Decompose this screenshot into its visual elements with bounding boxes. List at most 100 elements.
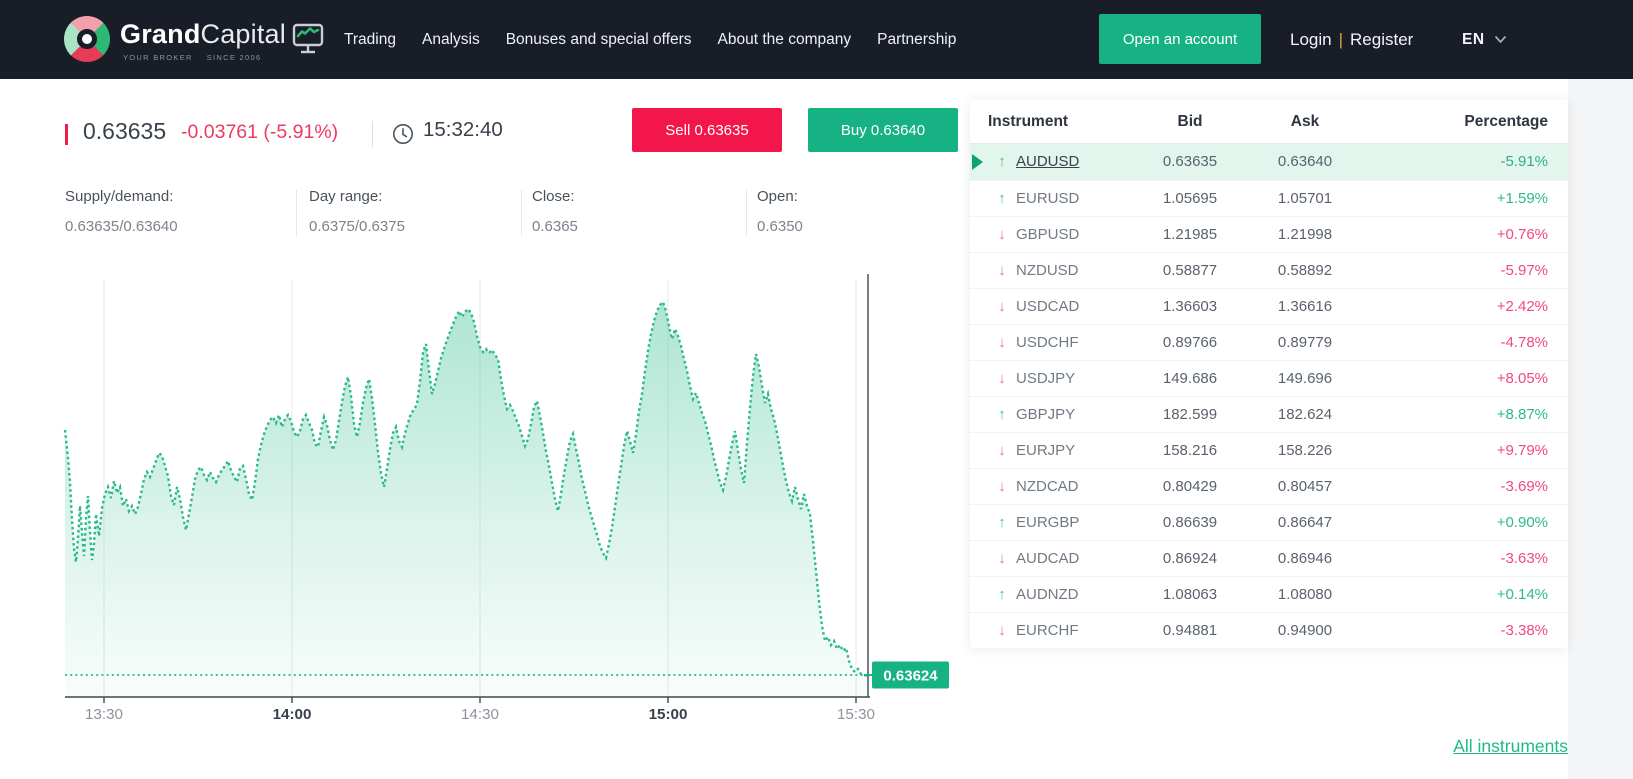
instrument-symbol[interactable]: AUDUSD: [1016, 153, 1080, 170]
nav-item-analysis[interactable]: Analysis: [421, 30, 480, 48]
price-chart[interactable]: 13:30 14:00 14:30 15:00 15:30 0.63624: [60, 268, 960, 733]
price-tag-value: 0.63624: [883, 668, 938, 685]
table-row-usdcad[interactable]: ↓ USDCAD 1.36603 1.36616 +2.42%: [970, 288, 1568, 324]
percentage-value: +0.14%: [1496, 586, 1548, 603]
stat-divider: [746, 190, 747, 236]
bid-value: 1.21985: [1162, 226, 1218, 243]
table-row-audusd[interactable]: ↑ AUDUSD 0.63635 0.63640 -5.91%: [970, 144, 1568, 180]
instrument-symbol[interactable]: EURJPY: [1016, 442, 1076, 459]
ask-value: 182.624: [1277, 406, 1333, 423]
instrument-symbol[interactable]: AUDCAD: [1016, 550, 1080, 567]
bid-value: 1.36603: [1162, 298, 1218, 315]
stat-divider: [296, 190, 297, 236]
table-row-usdjpy[interactable]: ↓ USDJPY 149.686 149.696 +8.05%: [970, 360, 1568, 396]
instrument-symbol[interactable]: USDJPY: [1016, 370, 1076, 387]
all-instruments-link[interactable]: All instruments: [1453, 736, 1568, 756]
instrument-symbol[interactable]: NZDCAD: [1016, 478, 1079, 495]
current-price: 0.63635: [83, 118, 167, 144]
language-code: EN: [1462, 30, 1485, 48]
ask-value: 0.58892: [1277, 262, 1333, 279]
percentage-value: -3.69%: [1500, 478, 1548, 495]
brand-tagline-left: YOUR BROKER: [123, 53, 193, 62]
instrument-symbol[interactable]: GBPUSD: [1016, 226, 1080, 243]
down-arrow-icon: ↓: [998, 550, 1006, 567]
sell-button[interactable]: Sell 0.63635: [632, 108, 782, 152]
nav-item-about-the-company[interactable]: About the company: [717, 30, 852, 48]
table-row-gbpjpy[interactable]: ↑ GBPJPY 182.599 182.624 +8.87%: [970, 396, 1568, 432]
instrument-symbol[interactable]: EURGBP: [1016, 514, 1080, 531]
ask-value: 1.21998: [1277, 226, 1333, 243]
instrument-symbol[interactable]: USDCHF: [1016, 334, 1079, 351]
ask-value: 0.94900: [1277, 622, 1333, 639]
table-row-audnzd[interactable]: ↑ AUDNZD 1.08063 1.08080 +0.14%: [970, 576, 1568, 612]
bid-value: 1.08063: [1162, 586, 1218, 603]
login-register-divider: |: [1338, 29, 1344, 49]
up-arrow-icon: ↑: [998, 190, 1006, 207]
column-header-bid: Bid: [1177, 113, 1203, 130]
terminal-chart-icon[interactable]: [291, 21, 325, 58]
stat-open-: Open: 0.6350: [757, 188, 803, 235]
brand-logo[interactable]: GrandCapital YOUR BROKER SINCE 2006: [64, 15, 286, 65]
instrument-symbol[interactable]: EURUSD: [1016, 190, 1080, 207]
percentage-value: -3.63%: [1500, 550, 1548, 567]
stat-divider: [521, 190, 522, 236]
up-arrow-icon: ↑: [998, 586, 1006, 603]
instrument-symbol[interactable]: AUDNZD: [1016, 586, 1079, 603]
chevron-down-icon: [1494, 35, 1506, 44]
table-row-audcad[interactable]: ↓ AUDCAD 0.86924 0.86946 -3.63%: [970, 540, 1568, 576]
table-row-gbpusd[interactable]: ↓ GBPUSD 1.21985 1.21998 +0.76%: [970, 216, 1568, 252]
table-row-nzdusd[interactable]: ↓ NZDUSD 0.58877 0.58892 -5.97%: [970, 252, 1568, 288]
table-row-eurgbp[interactable]: ↑ EURGBP 0.86639 0.86647 +0.90%: [970, 504, 1568, 540]
bid-value: 0.86639: [1162, 514, 1218, 531]
down-arrow-icon: ↓: [998, 622, 1006, 639]
stat-label: Close:: [532, 188, 575, 205]
x-axis-label: 14:30: [461, 706, 499, 723]
instrument-symbol[interactable]: GBPJPY: [1016, 406, 1076, 423]
ask-value: 149.696: [1277, 370, 1333, 387]
percentage-value: +0.76%: [1496, 226, 1548, 243]
bid-value: 1.05695: [1162, 190, 1218, 207]
nav-item-trading[interactable]: Trading: [344, 30, 396, 48]
down-arrow-icon: ↓: [998, 334, 1006, 351]
instrument-symbol[interactable]: USDCAD: [1016, 298, 1080, 315]
instrument-symbol[interactable]: EURCHF: [1016, 622, 1079, 639]
instruments-table-body: ↑ AUDUSD 0.63635 0.63640 -5.91% ↑ EURUSD 1.0569…: [970, 144, 1568, 648]
percentage-value: +8.87%: [1496, 406, 1548, 423]
bid-value: 149.686: [1162, 370, 1218, 387]
ask-value: 1.05701: [1277, 190, 1333, 207]
down-arrow-icon: ↓: [998, 442, 1006, 459]
quote-divider: [372, 121, 373, 147]
language-selector[interactable]: EN: [1462, 0, 1507, 79]
ask-value: 158.226: [1277, 442, 1333, 459]
top-navigation: GrandCapital YOUR BROKER SINCE 2006 Tradi…: [0, 0, 1633, 79]
down-arrow-icon: ↓: [998, 370, 1006, 387]
brand-logo-icon: [64, 16, 110, 62]
nav-item-bonuses-and-special-offers[interactable]: Bonuses and special offers: [505, 30, 692, 48]
login-link[interactable]: Login: [1290, 29, 1332, 49]
table-row-eurchf[interactable]: ↓ EURCHF 0.94881 0.94900 -3.38%: [970, 612, 1568, 648]
stat-day-range-: Day range: 0.6375/0.6375: [309, 188, 405, 235]
table-row-nzdcad[interactable]: ↓ NZDCAD 0.80429 0.80457 -3.69%: [970, 468, 1568, 504]
buy-button[interactable]: Buy 0.63640: [808, 108, 958, 152]
instruments-table-header: Instrument Bid Ask Percentage: [970, 100, 1568, 144]
open-account-button[interactable]: Open an account: [1099, 14, 1261, 64]
column-header-percentage: Percentage: [1464, 113, 1548, 130]
clock-icon: [393, 124, 413, 144]
down-arrow-icon: ↓: [998, 298, 1006, 315]
table-row-eurusd[interactable]: ↑ EURUSD 1.05695 1.05701 +1.59%: [970, 180, 1568, 216]
x-axis-label: 13:30: [85, 706, 123, 723]
nav-item-partnership[interactable]: Partnership: [877, 30, 957, 48]
ask-value: 0.80457: [1277, 478, 1333, 495]
ask-value: 0.63640: [1277, 153, 1333, 170]
instrument-symbol[interactable]: NZDUSD: [1016, 262, 1079, 279]
percentage-value: +8.05%: [1496, 370, 1548, 387]
percentage-value: -3.38%: [1500, 622, 1548, 639]
brand-name: GrandCapital: [120, 19, 286, 50]
percentage-value: +0.90%: [1496, 514, 1548, 531]
register-link[interactable]: Register: [1350, 29, 1414, 49]
table-row-usdchf[interactable]: ↓ USDCHF 0.89766 0.89779 -4.78%: [970, 324, 1568, 360]
bid-value: 0.58877: [1162, 262, 1218, 279]
bid-value: 0.89766: [1162, 334, 1218, 351]
stat-label: Day range:: [309, 188, 383, 205]
table-row-eurjpy[interactable]: ↓ EURJPY 158.216 158.226 +9.79%: [970, 432, 1568, 468]
